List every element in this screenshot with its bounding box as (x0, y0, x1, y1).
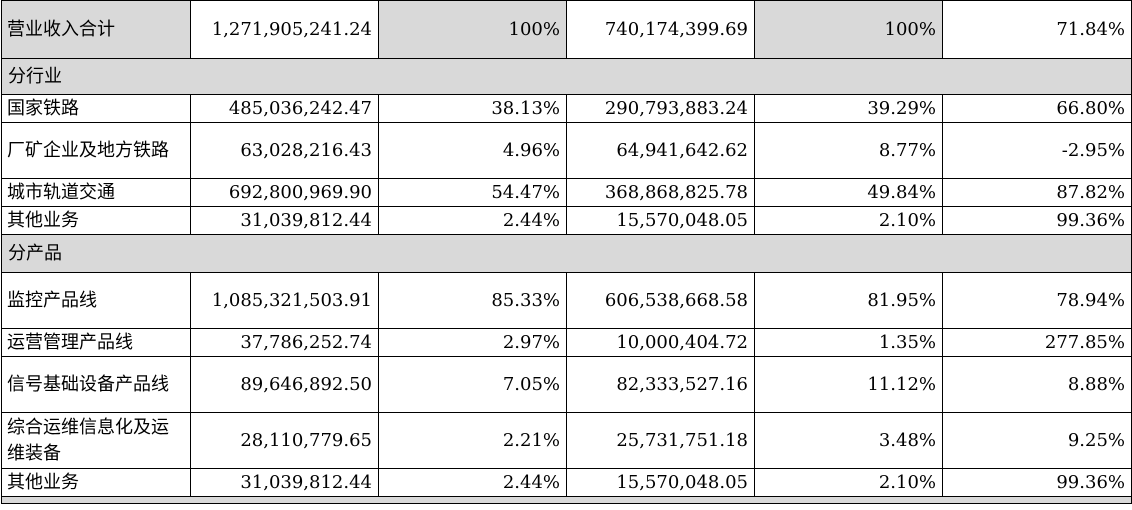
row-label: 运营管理产品线 (1, 328, 191, 357)
row-label: 信号基础设备产品线 (1, 356, 191, 413)
section-title: 分产品 (1, 234, 1132, 273)
row-prior-revenue: 15,570,048.05 (566, 468, 755, 497)
row-label: 城市轨道交通 (1, 178, 191, 207)
row-change: 277.85% (942, 328, 1132, 357)
row-prior-revenue: 290,793,883.24 (566, 94, 755, 123)
row-revenue: 89,646,892.50 (190, 356, 379, 413)
next-section-cell (1, 496, 1132, 504)
total-label: 营业收入合计 (1, 0, 191, 59)
row-change: 9.25% (942, 412, 1132, 469)
row-revenue-share: 54.47% (378, 178, 567, 207)
row-revenue: 31,039,812.44 (190, 206, 379, 235)
row-prior-share: 2.10% (754, 468, 943, 497)
row-change: 99.36% (942, 206, 1132, 235)
row-change: 66.80% (942, 94, 1132, 123)
row-revenue: 692,800,969.90 (190, 178, 379, 207)
section-header-product: 分产品 (1, 234, 1132, 273)
row-label: 国家铁路 (1, 94, 191, 123)
row-change: 8.88% (942, 356, 1132, 413)
row-revenue-share: 85.33% (378, 272, 567, 329)
row-revenue: 28,110,779.65 (190, 412, 379, 469)
row-prior-revenue: 368,868,825.78 (566, 178, 755, 207)
row-revenue: 63,028,216.43 (190, 122, 379, 179)
row-revenue-share: 2.44% (378, 468, 567, 497)
row-prior-share: 11.12% (754, 356, 943, 413)
table-row: 厂矿企业及地方铁路 63,028,216.43 4.96% 64,941,642… (1, 122, 1132, 179)
table-row: 综合运维信息化及运维装备 28,110,779.65 2.21% 25,731,… (1, 412, 1132, 469)
row-prior-revenue: 15,570,048.05 (566, 206, 755, 235)
row-prior-revenue: 82,333,527.16 (566, 356, 755, 413)
row-label: 综合运维信息化及运维装备 (1, 412, 191, 469)
row-revenue: 485,036,242.47 (190, 94, 379, 123)
row-prior-share: 1.35% (754, 328, 943, 357)
row-prior-share: 39.29% (754, 94, 943, 123)
row-revenue-share: 4.96% (378, 122, 567, 179)
row-revenue: 1,085,321,503.91 (190, 272, 379, 329)
row-prior-revenue: 25,731,751.18 (566, 412, 755, 469)
row-change: 78.94% (942, 272, 1132, 329)
table-row: 国家铁路 485,036,242.47 38.13% 290,793,883.2… (1, 94, 1132, 123)
table-row: 其他业务 31,039,812.44 2.44% 15,570,048.05 2… (1, 468, 1132, 497)
total-revenue: 1,271,905,241.24 (190, 0, 379, 59)
section-header-industry: 分行业 (1, 58, 1132, 95)
row-change: 87.82% (942, 178, 1132, 207)
row-label: 其他业务 (1, 468, 191, 497)
row-label: 监控产品线 (1, 272, 191, 329)
total-prior-revenue: 740,174,399.69 (566, 0, 755, 59)
row-revenue-share: 2.21% (378, 412, 567, 469)
table-row: 运营管理产品线 37,786,252.74 2.97% 10,000,404.7… (1, 328, 1132, 357)
row-prior-share: 49.84% (754, 178, 943, 207)
row-label: 其他业务 (1, 206, 191, 235)
row-change: 99.36% (942, 468, 1132, 497)
row-revenue-share: 38.13% (378, 94, 567, 123)
row-change: -2.95% (942, 122, 1132, 179)
row-prior-share: 3.48% (754, 412, 943, 469)
row-label: 厂矿企业及地方铁路 (1, 122, 191, 179)
section-title: 分行业 (1, 58, 1132, 95)
total-revenue-share: 100% (378, 0, 567, 59)
row-revenue-share: 2.97% (378, 328, 567, 357)
row-revenue-share: 7.05% (378, 356, 567, 413)
table-row: 城市轨道交通 692,800,969.90 54.47% 368,868,825… (1, 178, 1132, 207)
table-row: 其他业务 31,039,812.44 2.44% 15,570,048.05 2… (1, 206, 1132, 235)
row-prior-revenue: 64,941,642.62 (566, 122, 755, 179)
row-revenue: 37,786,252.74 (190, 328, 379, 357)
row-prior-revenue: 606,538,668.58 (566, 272, 755, 329)
row-prior-share: 2.10% (754, 206, 943, 235)
row-prior-revenue: 10,000,404.72 (566, 328, 755, 357)
row-revenue: 31,039,812.44 (190, 468, 379, 497)
table-row: 监控产品线 1,085,321,503.91 85.33% 606,538,66… (1, 272, 1132, 329)
next-section-bar (1, 496, 1132, 504)
table-row: 信号基础设备产品线 89,646,892.50 7.05% 82,333,527… (1, 356, 1132, 413)
total-change: 71.84% (942, 0, 1132, 59)
total-row: 营业收入合计 1,271,905,241.24 100% 740,174,399… (1, 0, 1132, 59)
row-prior-share: 8.77% (754, 122, 943, 179)
total-prior-share: 100% (754, 0, 943, 59)
row-revenue-share: 2.44% (378, 206, 567, 235)
row-prior-share: 81.95% (754, 272, 943, 329)
